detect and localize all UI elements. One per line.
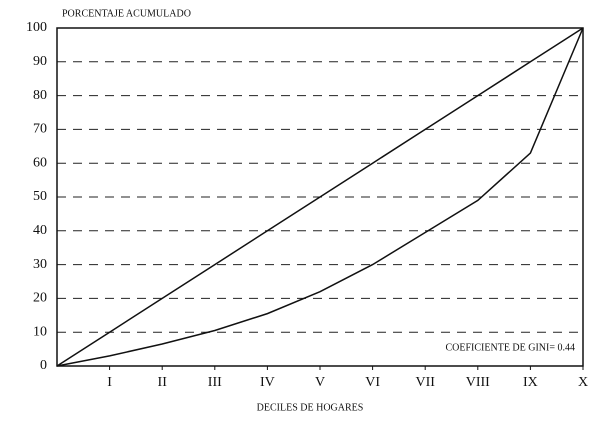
y-tick-label: 80 — [33, 88, 47, 103]
x-axis-label: DECILES DE HOGARES — [257, 402, 364, 413]
x-tick-label: VI — [365, 375, 380, 390]
x-tick-label: VIII — [466, 375, 490, 390]
y-tick-label: 90 — [33, 54, 47, 69]
chart-title: PORCENTAJE ACUMULADO — [62, 8, 191, 19]
line-series — [56, 27, 584, 367]
x-tick-label: V — [315, 375, 325, 390]
y-tick-label: 10 — [33, 324, 47, 339]
y-tick-label: 40 — [33, 223, 47, 238]
y-tick-label: 0 — [40, 358, 47, 373]
x-tick-label: VII — [415, 375, 435, 390]
x-tick-label: IX — [523, 375, 538, 390]
x-tick-label: I — [107, 375, 112, 390]
plot-frame — [56, 27, 584, 367]
x-tick-label: III — [208, 375, 222, 390]
y-tick-label: 20 — [33, 291, 47, 306]
x-tick-label: II — [158, 375, 168, 390]
line-series — [56, 27, 584, 367]
y-tick-label: 100 — [26, 20, 47, 35]
y-tick-label: 50 — [33, 189, 47, 204]
y-tick-label: 70 — [33, 122, 47, 137]
x-tick-label: X — [578, 375, 588, 390]
y-tick-label: 60 — [33, 155, 47, 170]
annotation: COEFICIENTE DE GINI= 0.44 — [445, 342, 575, 353]
x-tick-label: IV — [260, 375, 275, 390]
y-tick-label: 30 — [33, 257, 47, 272]
